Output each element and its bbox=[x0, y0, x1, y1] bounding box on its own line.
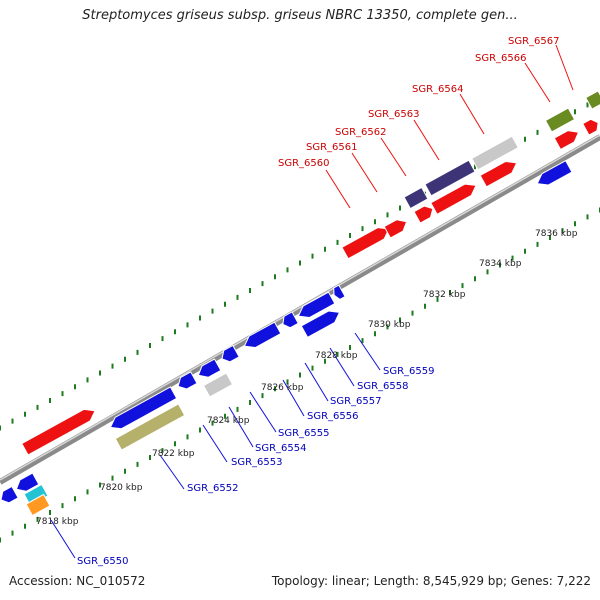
gene-label-sgr-6563: SGR_6563 bbox=[368, 109, 420, 120]
gene-label-sgr-6550: SGR_6550 bbox=[77, 556, 129, 567]
gene-red-6567b bbox=[582, 118, 599, 136]
gene-blue-6553b bbox=[197, 358, 222, 378]
gene-red-6564b bbox=[479, 160, 518, 188]
gene-sgr-6556 bbox=[282, 311, 299, 329]
genome-summary-text: Topology: linear; Length: 8,545,929 bp; … bbox=[271, 574, 591, 588]
scale-label-7832: 7832 kbp bbox=[423, 290, 466, 300]
gene-label-sgr-6559: SGR_6559 bbox=[383, 366, 435, 377]
gene-red-6563b bbox=[430, 183, 477, 215]
gene-sgr-6560 bbox=[341, 227, 390, 260]
tick-line-lower bbox=[0, 207, 600, 543]
gene-sgr-6564 bbox=[471, 135, 519, 171]
gene-sgr-6557 bbox=[297, 291, 336, 319]
scale-label-7834: 7834 kbp bbox=[479, 259, 522, 269]
scale-label-7822: 7822 kbp bbox=[152, 449, 195, 459]
gene-label-sgr-6566: SGR_6566 bbox=[475, 53, 527, 64]
gene-sgr-6559 bbox=[333, 284, 346, 300]
chromosome-backbone bbox=[0, 134, 600, 485]
gene-label-sgr-6554: SGR_6554 bbox=[255, 443, 307, 454]
gene-label-sgr-6558: SGR_6558 bbox=[357, 381, 409, 392]
gene-red-6561b bbox=[413, 205, 434, 224]
gene-sgr-6552 bbox=[114, 403, 186, 451]
gene-sgr-6562 bbox=[403, 186, 429, 210]
gene-sgr-6550-cyan bbox=[23, 483, 49, 507]
gene-sgr-6561 bbox=[383, 219, 408, 239]
scale-label-7828: 7828 kbp bbox=[315, 351, 358, 361]
gene-blue-7821 bbox=[109, 386, 178, 430]
gene-sgr-6555 bbox=[243, 321, 282, 349]
gene-blue-6553 bbox=[177, 371, 198, 390]
gene-red-7820 bbox=[21, 408, 96, 456]
gene-label-sgr-6560: SGR_6560 bbox=[278, 158, 330, 169]
scale-label-7836: 7836 kbp bbox=[535, 229, 578, 239]
scale-label-7818: 7818 kbp bbox=[36, 517, 79, 527]
scale-label-7830: 7830 kbp bbox=[368, 320, 411, 330]
gene-blue-7818b bbox=[15, 472, 40, 492]
gene-label-sgr-6553: SGR_6553 bbox=[231, 457, 283, 468]
gene-sgr-6558 bbox=[300, 310, 341, 339]
scale-label-7820: 7820 kbp bbox=[100, 483, 143, 493]
gene-label-sgr-6552: SGR_6552 bbox=[187, 483, 239, 494]
gene-label-sgr-6567: SGR_6567 bbox=[508, 36, 560, 47]
gene-red-6566b bbox=[553, 130, 580, 151]
gene-label-sgr-6564: SGR_6564 bbox=[412, 84, 464, 95]
gene-label-sgr-6561: SGR_6561 bbox=[306, 142, 358, 153]
gene-label-sgr-6562: SGR_6562 bbox=[335, 127, 387, 138]
gene-label-sgr-6556: SGR_6556 bbox=[307, 411, 359, 422]
gene-label-sgr-6555: SGR_6555 bbox=[278, 428, 330, 439]
gene-blue-7818a bbox=[0, 485, 19, 504]
gene-blue-7837 bbox=[536, 159, 573, 186]
map-title: Streptomyces griseus subsp. griseus NBRC… bbox=[82, 8, 518, 23]
gene-blue-6554 bbox=[221, 344, 240, 363]
accession-text: Accession: NC_010572 bbox=[9, 574, 146, 588]
gene-sgr-6553 bbox=[202, 372, 234, 398]
gene-label-sgr-6557: SGR_6557 bbox=[330, 396, 382, 407]
scale-label-7826: 7826 kbp bbox=[261, 383, 304, 393]
gene-sgr-6550 bbox=[25, 493, 51, 517]
scale-label-7824: 7824 kbp bbox=[207, 416, 250, 426]
gene-sgr-6566 bbox=[544, 107, 576, 133]
gene-sgr-6563 bbox=[424, 159, 476, 197]
